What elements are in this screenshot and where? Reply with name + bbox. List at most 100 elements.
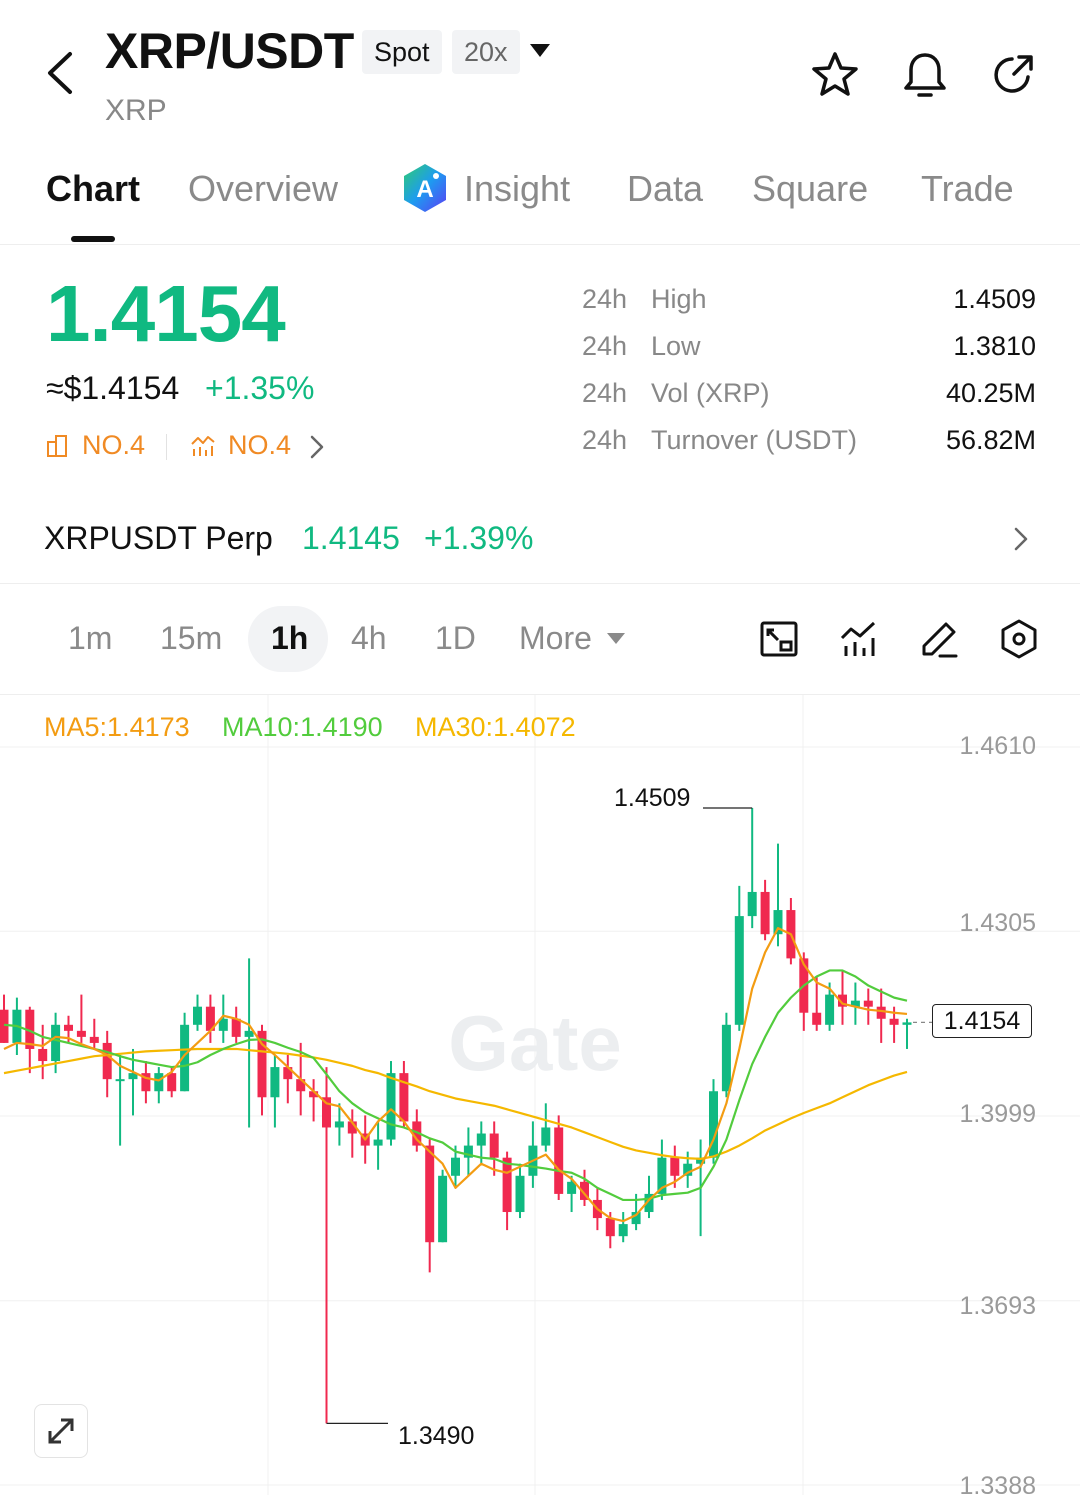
candle-body — [515, 1175, 525, 1213]
share-icon[interactable] — [988, 50, 1038, 100]
candle-body — [657, 1157, 667, 1194]
perp-name[interactable]: XRPUSDT Perp — [44, 520, 273, 556]
market-tag: Spot — [362, 30, 442, 74]
caret-down-icon[interactable] — [528, 42, 552, 60]
candle-body — [102, 1042, 112, 1080]
interval-15m[interactable]: 15m — [160, 620, 223, 656]
back-arrow-icon[interactable] — [40, 48, 80, 98]
candle-body — [205, 1006, 215, 1031]
candle-body — [425, 1145, 435, 1243]
interval-1m[interactable]: 1m — [68, 620, 113, 656]
ma10-line — [3, 969, 908, 1202]
candle-body — [683, 1163, 693, 1176]
stat-period-low: 24h — [582, 331, 628, 361]
stat-value-vol: 40.25M — [945, 378, 1036, 408]
chart-settings-icon[interactable] — [998, 618, 1040, 660]
tabs-divider — [0, 244, 1080, 245]
stat-period-vol: 24h — [582, 378, 628, 408]
candle-body — [322, 1097, 331, 1128]
rank-volume[interactable]: NO.4 — [82, 430, 146, 460]
candle-body — [347, 1121, 357, 1134]
candle-body — [180, 1024, 190, 1092]
perp-divider — [0, 583, 1080, 584]
stat-label-high: High — [651, 284, 707, 314]
candle-body — [25, 1009, 35, 1049]
perp-change: +1.39% — [424, 520, 534, 556]
candle-body — [128, 1073, 138, 1080]
candle-body — [889, 1018, 899, 1025]
candle-body — [838, 994, 847, 1007]
tab-insight[interactable]: Insight — [464, 168, 571, 209]
tab-chart[interactable]: Chart — [46, 168, 141, 209]
candle-body — [541, 1127, 551, 1146]
fullscreen-expand-icon[interactable] — [34, 1404, 88, 1458]
candle-body — [812, 1012, 822, 1025]
candle-body — [747, 891, 757, 917]
bell-icon[interactable] — [900, 50, 950, 100]
candle-body — [64, 1024, 73, 1031]
candle-body — [270, 1067, 280, 1098]
candle-body — [773, 910, 783, 935]
candle-body — [670, 1157, 680, 1176]
active-tab-indicator — [71, 236, 115, 242]
ma5-line — [3, 927, 908, 1223]
candle-body — [902, 1022, 912, 1025]
star-icon[interactable] — [810, 50, 860, 100]
candle-body — [141, 1073, 151, 1092]
interval-4h[interactable]: 4h — [351, 620, 387, 656]
pair-title[interactable]: XRP/USDT — [105, 23, 354, 79]
indicator-icon[interactable] — [838, 618, 880, 660]
candle-body — [489, 1133, 499, 1158]
candlestick-chart[interactable]: Gate — [0, 695, 1080, 1495]
candle-body — [463, 1145, 473, 1158]
candle-body — [283, 1067, 293, 1080]
stat-label-low: Low — [651, 331, 701, 361]
candle-body — [296, 1079, 306, 1092]
usd-price: ≈$1.4154 — [46, 370, 180, 406]
stat-value-turnover: 56.82M — [945, 425, 1036, 455]
tab-trade[interactable]: Trade — [921, 168, 1014, 209]
interval-more[interactable]: More — [519, 620, 592, 656]
candle-body — [644, 1193, 654, 1213]
candle-body — [476, 1133, 486, 1146]
tab-square[interactable]: Square — [752, 168, 869, 209]
candle-body — [876, 1006, 886, 1019]
candle-body — [850, 1000, 860, 1007]
chart-layout-icon[interactable] — [758, 618, 800, 660]
stat-period-high: 24h — [582, 284, 628, 314]
tab-data[interactable]: Data — [627, 168, 704, 209]
more-caret-down-icon[interactable] — [606, 632, 626, 646]
candle-body — [760, 891, 770, 935]
y-tick-label: 1.3999 — [959, 1100, 1036, 1128]
candle-body — [76, 1030, 86, 1037]
rank-trend[interactable]: NO.4 — [228, 430, 292, 460]
candle-body — [554, 1127, 564, 1194]
candle-body — [605, 1218, 615, 1237]
interval-1h[interactable]: 1h — [271, 620, 309, 656]
chart-watermark: Gate — [448, 999, 621, 1087]
candle-body — [734, 916, 744, 1025]
candle-body — [334, 1121, 344, 1128]
candle-body — [451, 1157, 460, 1176]
base-asset: XRP — [105, 94, 167, 127]
low-marker-label: 1.3490 — [398, 1422, 475, 1450]
candle-body — [167, 1073, 177, 1092]
y-tick-label: 1.3388 — [959, 1472, 1036, 1500]
tab-overview[interactable]: Overview — [188, 168, 339, 209]
perp-price: 1.4145 — [302, 520, 400, 556]
candle-body — [721, 1024, 731, 1092]
candle-body — [257, 1030, 267, 1098]
candle-body — [696, 1157, 706, 1164]
ma30-label: MA30:1.4072 — [415, 712, 576, 742]
interval-divider — [0, 694, 1080, 695]
perp-chevron-right-icon[interactable] — [1012, 526, 1030, 552]
stat-label-turnover: Turnover (USDT) — [651, 425, 858, 455]
candle-body — [567, 1181, 577, 1194]
draw-pen-icon[interactable] — [918, 618, 960, 660]
candle-body — [244, 1030, 254, 1037]
rank-volume-icon — [47, 435, 67, 457]
candle-body — [38, 1048, 48, 1062]
candle-body — [709, 1091, 718, 1158]
interval-1d[interactable]: 1D — [435, 620, 476, 656]
chevron-right-icon[interactable] — [308, 434, 326, 460]
